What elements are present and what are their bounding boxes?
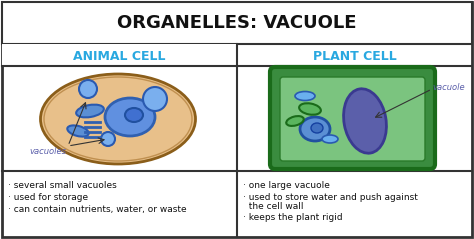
Ellipse shape: [40, 74, 195, 164]
Text: · one large vacuole: · one large vacuole: [243, 181, 330, 190]
FancyBboxPatch shape: [2, 2, 472, 44]
Ellipse shape: [67, 125, 89, 137]
Text: · can contain nutrients, water, or waste: · can contain nutrients, water, or waste: [8, 205, 187, 214]
Ellipse shape: [143, 87, 167, 111]
Ellipse shape: [322, 135, 338, 143]
Text: · used for storage: · used for storage: [8, 193, 88, 202]
Ellipse shape: [299, 103, 321, 115]
Text: ORGANELLES: VACUOLE: ORGANELLES: VACUOLE: [117, 14, 357, 32]
Ellipse shape: [286, 116, 304, 126]
Ellipse shape: [311, 123, 323, 133]
FancyBboxPatch shape: [2, 2, 472, 237]
Text: the cell wall: the cell wall: [243, 202, 303, 211]
Text: ANIMAL CELL: ANIMAL CELL: [73, 49, 165, 63]
Text: · several small vacuoles: · several small vacuoles: [8, 181, 117, 190]
Ellipse shape: [125, 108, 143, 122]
Ellipse shape: [344, 89, 386, 153]
Text: · used to store water and push against: · used to store water and push against: [243, 193, 418, 202]
Text: vacuoles: vacuoles: [29, 147, 66, 156]
Ellipse shape: [105, 98, 155, 136]
Ellipse shape: [300, 117, 330, 141]
Ellipse shape: [101, 132, 115, 146]
FancyBboxPatch shape: [280, 77, 425, 161]
Text: · keeps the plant rigid: · keeps the plant rigid: [243, 213, 343, 222]
Text: vacuole: vacuole: [432, 82, 465, 92]
Ellipse shape: [295, 92, 315, 101]
FancyBboxPatch shape: [2, 44, 237, 66]
Ellipse shape: [76, 105, 104, 117]
FancyBboxPatch shape: [270, 67, 435, 169]
Text: PLANT CELL: PLANT CELL: [313, 49, 397, 63]
Ellipse shape: [79, 80, 97, 98]
